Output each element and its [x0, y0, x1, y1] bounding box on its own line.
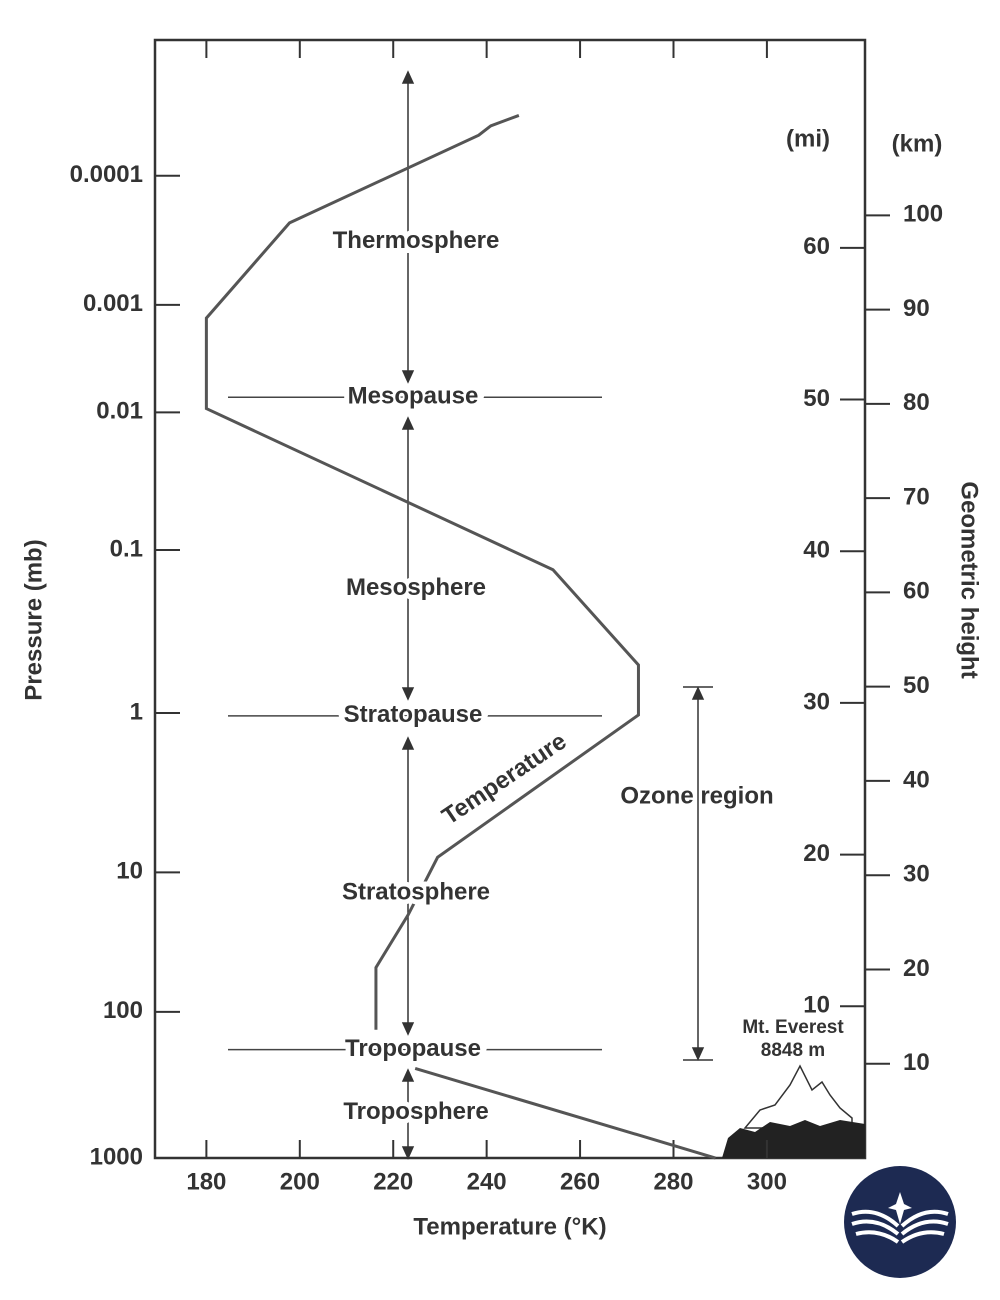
everest-height: 8848 m [761, 1040, 825, 1061]
pressure-axis-label: Pressure (mb) [20, 539, 47, 700]
pressure-tick-label: 1 [130, 698, 143, 725]
temperature-line [204, 114, 716, 1160]
x-tick-label: 240 [467, 1168, 507, 1195]
pressure-tick-label: 10 [116, 858, 143, 885]
everest-label: Mt. Everest [742, 1017, 844, 1038]
x-tick-label: 280 [653, 1168, 693, 1195]
pressure-tick-label: 0.1 [110, 535, 143, 562]
y-unit: (km) [892, 130, 943, 157]
layer-label: Stratosphere [342, 878, 490, 905]
y2-tick-label: 60 [803, 233, 830, 260]
ozone-label: Ozone region [620, 782, 773, 809]
logo [844, 1166, 956, 1278]
x-axis-label: Temperature (°K) [413, 1213, 606, 1240]
y2-tick-label: 10 [803, 992, 830, 1019]
y-tick-label: 50 [903, 672, 930, 699]
y2-tick-label: 40 [803, 537, 830, 564]
y-axis-label: Geometric height [956, 481, 983, 678]
layer-label: Troposphere [343, 1098, 488, 1125]
x-tick-label: 260 [560, 1168, 600, 1195]
plot-frame [153, 38, 867, 1160]
layer-label: Mesosphere [346, 574, 486, 601]
boundary-label: Mesopause [348, 383, 479, 410]
x-tick-label: 180 [186, 1168, 226, 1195]
y2-tick-label: 50 [803, 385, 830, 412]
y-tick-label: 40 [903, 766, 930, 793]
pressure-tick-label: 0.0001 [70, 161, 143, 188]
y-tick-label: 10 [903, 1049, 930, 1076]
series-label: Temperature [437, 728, 571, 831]
layer-arrows [401, 70, 415, 1160]
y-tick-label: 70 [903, 483, 930, 510]
y-tick-label: 90 [903, 295, 930, 322]
pressure-tick-label: 0.01 [96, 398, 143, 425]
boundary-label: Stratopause [344, 701, 483, 728]
y-tick-label: 30 [903, 861, 930, 888]
y-tick-label: 80 [903, 389, 930, 416]
y2-tick-label: 20 [803, 840, 830, 867]
ozone-arrow [683, 686, 713, 1061]
x-tick-label: 300 [747, 1168, 787, 1195]
layer-label: Thermosphere [333, 227, 500, 254]
y2-unit: (mi) [786, 125, 830, 152]
y-tick-label: 100 [903, 201, 943, 228]
y-tick-label: 20 [903, 955, 930, 982]
pressure-tick-label: 1000 [90, 1143, 143, 1170]
y2-tick-label: 30 [803, 688, 830, 715]
mountain [722, 1064, 865, 1158]
pressure-tick-label: 0.001 [83, 290, 143, 317]
y-tick-label: 60 [903, 578, 930, 605]
pressure-tick-label: 100 [103, 997, 143, 1024]
x-tick-label: 200 [280, 1168, 320, 1195]
x-tick-label: 220 [373, 1168, 413, 1195]
boundary-label: Tropopause [345, 1035, 481, 1062]
